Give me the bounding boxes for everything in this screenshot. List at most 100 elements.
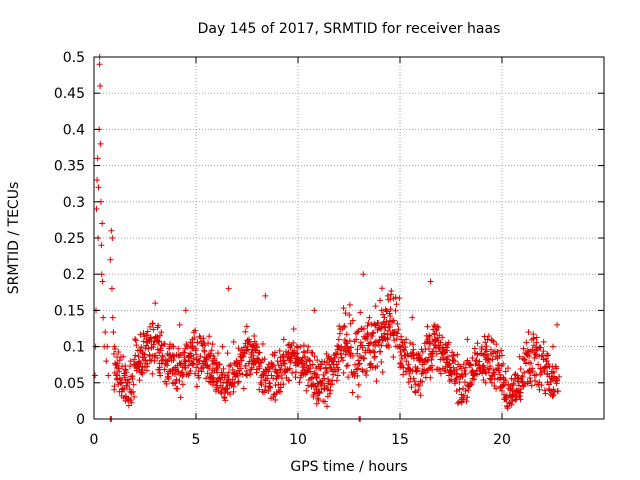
data-point	[94, 177, 101, 184]
x-tick-label: 15	[391, 432, 409, 448]
data-point	[235, 378, 242, 385]
data-point	[369, 363, 376, 370]
data-point	[346, 349, 353, 356]
data-point	[318, 361, 325, 368]
data-point	[429, 366, 436, 373]
data-point	[340, 357, 347, 364]
data-point	[388, 291, 395, 298]
data-point	[142, 345, 149, 352]
data-point	[327, 364, 334, 371]
data-point	[247, 371, 254, 378]
data-point	[208, 347, 215, 354]
data-point	[461, 367, 468, 374]
data-point	[335, 366, 342, 373]
data-point	[527, 360, 534, 367]
data-point	[304, 369, 311, 376]
data-point	[258, 381, 265, 388]
x-tick-label: 10	[289, 432, 307, 448]
data-point	[460, 396, 467, 403]
data-point	[300, 364, 307, 371]
data-point	[402, 344, 409, 351]
data-point	[130, 381, 137, 388]
data-point	[353, 366, 360, 373]
data-point	[337, 350, 344, 357]
data-point	[281, 357, 288, 364]
data-point	[483, 348, 490, 355]
data-point	[273, 369, 280, 376]
data-point	[393, 301, 400, 308]
data-point	[97, 140, 104, 147]
data-point	[177, 361, 184, 368]
data-point	[274, 370, 281, 377]
data-point	[304, 347, 311, 354]
data-point	[222, 397, 229, 404]
data-point	[462, 387, 469, 394]
data-point	[473, 357, 480, 364]
data-point	[225, 285, 232, 292]
data-point	[194, 339, 201, 346]
data-point	[373, 378, 380, 385]
data-point	[214, 364, 221, 371]
data-point	[154, 355, 161, 362]
data-point	[554, 377, 561, 384]
data-point	[444, 356, 451, 363]
data-point	[313, 371, 320, 378]
data-point	[127, 358, 134, 365]
data-point	[261, 356, 268, 363]
data-point	[317, 381, 324, 388]
data-point	[276, 366, 283, 373]
data-point	[454, 400, 461, 407]
data-point	[543, 358, 550, 365]
data-point	[205, 340, 212, 347]
data-point	[343, 340, 350, 347]
data-point	[142, 357, 149, 364]
data-point	[335, 336, 342, 343]
data-point	[377, 297, 384, 304]
data-point	[542, 390, 549, 397]
data-points	[92, 54, 563, 422]
data-point	[179, 381, 186, 388]
data-point	[175, 368, 182, 375]
data-point	[275, 362, 282, 369]
data-point	[300, 342, 307, 349]
data-point	[305, 343, 312, 350]
data-point	[454, 351, 461, 358]
data-point	[343, 338, 350, 345]
data-point	[343, 348, 350, 355]
data-point	[183, 342, 190, 349]
data-point	[356, 360, 363, 367]
data-point	[353, 336, 360, 343]
data-point	[372, 303, 379, 310]
data-point	[116, 368, 123, 375]
data-point	[460, 392, 467, 399]
data-point	[117, 380, 124, 387]
data-point	[359, 344, 366, 351]
data-point	[156, 332, 163, 339]
data-point	[504, 405, 511, 412]
data-point	[297, 343, 304, 350]
data-point	[174, 385, 181, 392]
data-point	[131, 356, 138, 363]
data-point	[348, 344, 355, 351]
data-point	[464, 336, 471, 343]
data-point	[182, 307, 189, 314]
data-point	[468, 362, 475, 369]
data-point	[114, 360, 121, 367]
data-point	[146, 351, 153, 358]
data-point	[189, 361, 196, 368]
data-point	[126, 386, 133, 393]
data-point	[451, 380, 458, 387]
data-point	[128, 399, 135, 406]
y-tick-label: 0.5	[63, 50, 85, 66]
data-point	[347, 320, 354, 327]
data-point	[345, 374, 352, 381]
data-point	[109, 314, 116, 321]
data-point	[425, 345, 432, 352]
data-point	[224, 350, 231, 357]
data-point	[108, 227, 115, 234]
data-point	[234, 379, 241, 386]
data-point	[310, 393, 317, 400]
data-point	[113, 365, 120, 372]
data-point	[448, 371, 455, 378]
data-point	[532, 377, 539, 384]
